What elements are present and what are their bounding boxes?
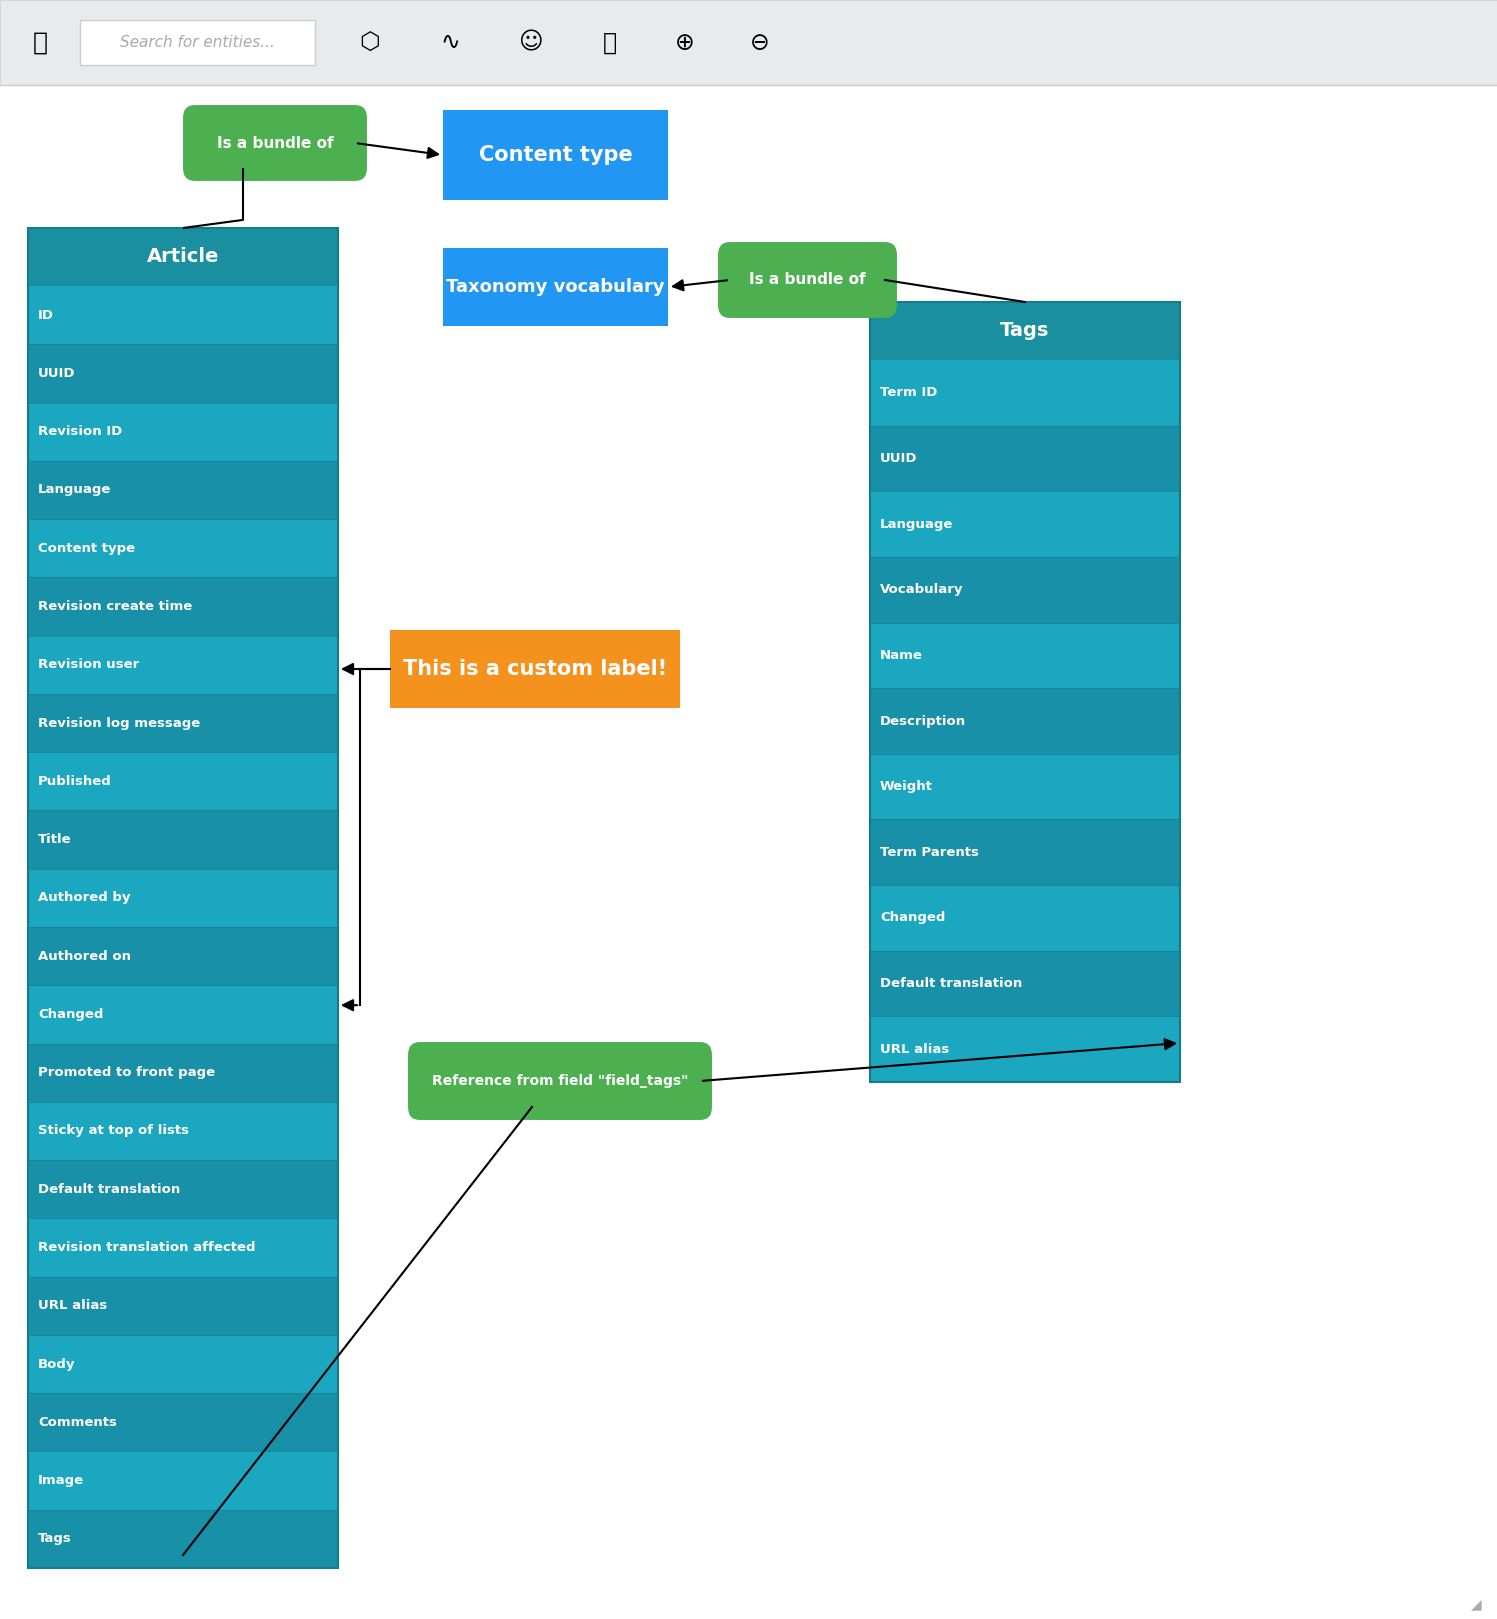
FancyBboxPatch shape: [28, 986, 338, 1044]
FancyBboxPatch shape: [28, 1394, 338, 1452]
Text: Tags: Tags: [37, 1532, 72, 1546]
FancyBboxPatch shape: [870, 819, 1180, 886]
FancyBboxPatch shape: [183, 105, 367, 181]
Text: Promoted to front page: Promoted to front page: [37, 1067, 216, 1080]
Text: Published: Published: [37, 776, 112, 788]
FancyBboxPatch shape: [870, 491, 1180, 557]
Text: Body: Body: [37, 1358, 75, 1371]
Text: Search for entities...: Search for entities...: [120, 36, 275, 50]
Text: Content type: Content type: [37, 542, 135, 555]
FancyBboxPatch shape: [870, 950, 1180, 1017]
FancyBboxPatch shape: [28, 928, 338, 986]
Text: Revision user: Revision user: [37, 659, 139, 672]
Text: ID: ID: [37, 309, 54, 322]
FancyBboxPatch shape: [0, 0, 1497, 86]
Text: Language: Language: [37, 484, 111, 497]
FancyBboxPatch shape: [79, 19, 314, 65]
FancyBboxPatch shape: [28, 520, 338, 578]
FancyBboxPatch shape: [870, 886, 1180, 950]
FancyBboxPatch shape: [870, 688, 1180, 754]
FancyBboxPatch shape: [28, 695, 338, 753]
FancyBboxPatch shape: [28, 578, 338, 636]
Text: Description: Description: [880, 714, 966, 727]
FancyBboxPatch shape: [443, 110, 668, 201]
Text: Revision log message: Revision log message: [37, 717, 201, 730]
FancyBboxPatch shape: [28, 1044, 338, 1103]
Text: Is a bundle of: Is a bundle of: [217, 136, 334, 151]
Text: Authored by: Authored by: [37, 892, 130, 905]
FancyBboxPatch shape: [28, 636, 338, 695]
Text: 🔍: 🔍: [33, 31, 48, 55]
Text: URL alias: URL alias: [880, 1043, 949, 1056]
FancyBboxPatch shape: [28, 753, 338, 811]
Text: Title: Title: [37, 834, 72, 847]
FancyBboxPatch shape: [28, 1452, 338, 1511]
FancyBboxPatch shape: [28, 869, 338, 928]
Text: Article: Article: [147, 248, 219, 267]
FancyBboxPatch shape: [28, 461, 338, 520]
Text: Image: Image: [37, 1473, 84, 1488]
Text: Taxonomy vocabulary: Taxonomy vocabulary: [446, 278, 665, 296]
Text: ⊕: ⊕: [675, 31, 695, 55]
Text: Revision create time: Revision create time: [37, 601, 192, 614]
Text: UUID: UUID: [37, 368, 75, 380]
Text: Authored on: Authored on: [37, 950, 132, 963]
Text: Content type: Content type: [479, 146, 632, 165]
Text: 💾: 💾: [603, 31, 617, 55]
FancyBboxPatch shape: [870, 754, 1180, 819]
FancyBboxPatch shape: [28, 811, 338, 869]
Text: Default translation: Default translation: [37, 1183, 180, 1196]
Text: Sticky at top of lists: Sticky at top of lists: [37, 1125, 189, 1138]
FancyBboxPatch shape: [870, 359, 1180, 426]
Text: Changed: Changed: [880, 911, 946, 924]
Text: Term Parents: Term Parents: [880, 845, 979, 858]
Text: Revision translation affected: Revision translation affected: [37, 1242, 256, 1255]
Text: Weight: Weight: [880, 780, 933, 793]
FancyBboxPatch shape: [28, 1103, 338, 1161]
Text: Changed: Changed: [37, 1009, 103, 1022]
Text: URL alias: URL alias: [37, 1300, 108, 1313]
Text: ⬡: ⬡: [359, 31, 380, 55]
FancyBboxPatch shape: [870, 557, 1180, 623]
FancyBboxPatch shape: [28, 287, 338, 345]
Text: ∿: ∿: [440, 31, 460, 55]
Text: Name: Name: [880, 649, 922, 662]
Text: Is a bundle of: Is a bundle of: [748, 272, 865, 288]
Text: ◢: ◢: [1472, 1596, 1482, 1611]
FancyBboxPatch shape: [870, 303, 1180, 359]
FancyBboxPatch shape: [28, 1336, 338, 1394]
FancyBboxPatch shape: [28, 228, 338, 287]
FancyBboxPatch shape: [28, 1161, 338, 1219]
FancyBboxPatch shape: [870, 1017, 1180, 1081]
Text: This is a custom label!: This is a custom label!: [403, 659, 668, 678]
FancyBboxPatch shape: [0, 86, 1497, 1619]
FancyBboxPatch shape: [28, 1219, 338, 1277]
Text: Reference from field "field_tags": Reference from field "field_tags": [431, 1073, 689, 1088]
Text: Tags: Tags: [1000, 322, 1049, 340]
Text: ☺: ☺: [518, 31, 542, 55]
Text: ⊖: ⊖: [750, 31, 769, 55]
FancyBboxPatch shape: [443, 248, 668, 325]
FancyBboxPatch shape: [409, 1043, 713, 1120]
Text: UUID: UUID: [880, 452, 918, 465]
FancyBboxPatch shape: [28, 345, 338, 403]
FancyBboxPatch shape: [28, 403, 338, 461]
FancyBboxPatch shape: [28, 1511, 338, 1567]
FancyBboxPatch shape: [719, 243, 897, 317]
FancyBboxPatch shape: [28, 1277, 338, 1336]
Text: Term ID: Term ID: [880, 387, 937, 400]
Text: Revision ID: Revision ID: [37, 426, 123, 439]
Text: Vocabulary: Vocabulary: [880, 583, 964, 596]
FancyBboxPatch shape: [391, 630, 680, 708]
Text: Default translation: Default translation: [880, 976, 1022, 991]
FancyBboxPatch shape: [870, 426, 1180, 491]
FancyBboxPatch shape: [870, 623, 1180, 688]
Text: Language: Language: [880, 518, 954, 531]
Text: Comments: Comments: [37, 1417, 117, 1430]
